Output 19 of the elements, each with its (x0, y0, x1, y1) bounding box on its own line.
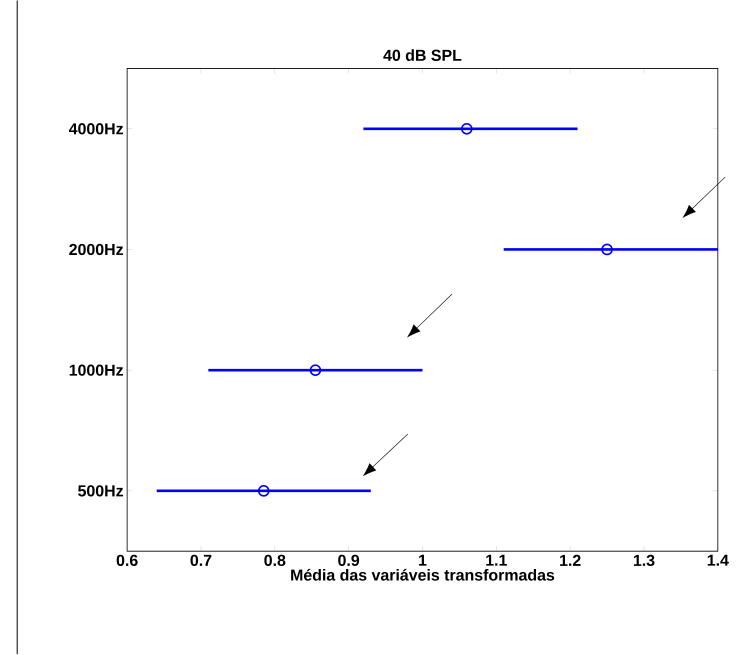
point (460, 123, 473, 135)
y-tick-label: 2000Hz (69, 244, 124, 256)
point (258, 485, 270, 497)
x-tick-label: 0.7 (190, 554, 212, 566)
x-tick-label: 1.1 (486, 554, 507, 566)
point (310, 364, 322, 376)
x-axis-title: Média das variáveis transformadas (291, 569, 554, 581)
x-tick-label: 1.3 (634, 554, 654, 566)
x-tick-label: 0.6 (116, 554, 138, 566)
x-tick-label: 0.9 (338, 554, 360, 566)
x-tick-label: 1 (419, 554, 426, 566)
x-tick-label: 1.4 (708, 554, 729, 566)
y-tick-label: 500Hz (78, 485, 124, 497)
chart-title: 40 dB SPL (383, 49, 462, 62)
x-tick-label: 1.2 (560, 554, 581, 566)
y-tick-label: 4000Hz (68, 123, 124, 135)
y-tick-label: 1000Hz (70, 364, 124, 376)
x-tick-label: 0.8 (264, 554, 286, 566)
point (601, 244, 613, 256)
